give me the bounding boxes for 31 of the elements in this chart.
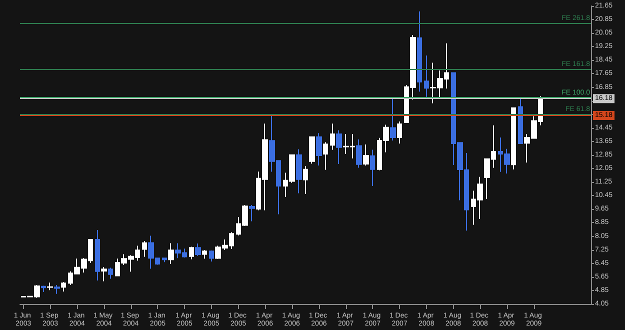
candlestick <box>142 240 147 258</box>
candlestick <box>202 250 207 260</box>
candlestick <box>108 267 113 280</box>
candlestick <box>518 97 523 144</box>
candlestick <box>356 138 362 168</box>
candlestick <box>336 130 342 164</box>
candlestick <box>370 149 375 186</box>
candlestick <box>195 243 201 256</box>
candlestick <box>417 10 422 92</box>
candlestick <box>189 246 194 260</box>
candlestick <box>101 266 107 282</box>
candlestick <box>296 148 302 194</box>
candlestick <box>330 123 335 150</box>
candlestick <box>323 142 328 170</box>
candlestick <box>95 230 100 281</box>
candlestick <box>309 136 315 164</box>
candlestick <box>249 204 255 222</box>
candlestick <box>168 242 174 265</box>
candlestick <box>209 250 214 262</box>
candlestick <box>397 120 402 144</box>
candlestick <box>303 166 308 194</box>
candlestick <box>424 54 429 98</box>
candlestick <box>47 282 53 291</box>
candlestick <box>41 285 46 292</box>
candlestick <box>511 107 516 170</box>
candlestick <box>162 258 167 263</box>
candlestick <box>54 284 60 294</box>
candlestick <box>316 132 322 166</box>
candlestick <box>61 281 66 292</box>
candlestick <box>363 144 369 166</box>
candlestick <box>390 98 396 141</box>
